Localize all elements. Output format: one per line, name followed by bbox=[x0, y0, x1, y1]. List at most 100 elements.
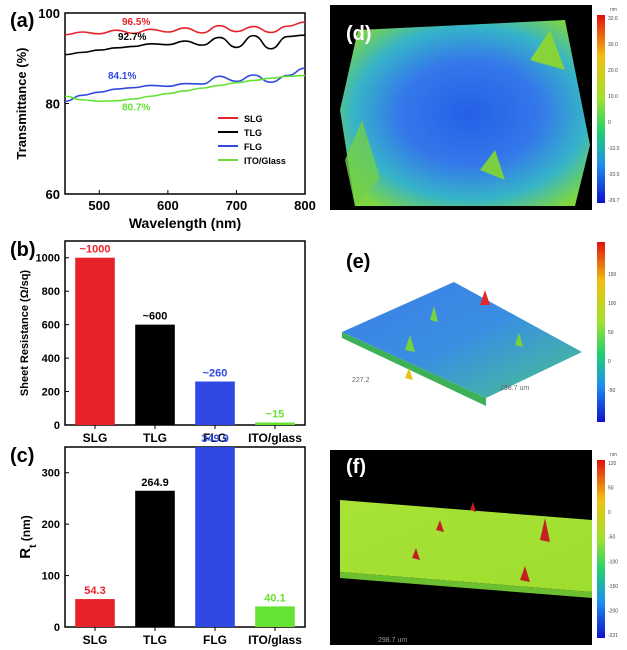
bar-itoglass bbox=[255, 606, 295, 627]
x-tick-label: TLG bbox=[143, 431, 167, 445]
bar-slg bbox=[75, 257, 115, 425]
afm-f-axis-label: 298.7 um bbox=[378, 637, 407, 644]
x-tick-label: TLG bbox=[143, 633, 167, 647]
panel-letter-e: (e) bbox=[346, 251, 370, 273]
afm-f-peak bbox=[436, 520, 444, 532]
colorbar-tick-label: 50 bbox=[608, 486, 614, 492]
series-line-flg bbox=[64, 67, 306, 103]
bar-flg bbox=[195, 447, 235, 627]
legend-label: SLG bbox=[244, 114, 263, 124]
bar-value-label: ~1000 bbox=[80, 244, 111, 256]
panel-letter-d: (d) bbox=[346, 23, 372, 45]
transmittance-line-chart: (a) 500 600 700 800 60 80 100 Wavelength (nm) Tra… bbox=[10, 6, 316, 231]
panel-letter-f: (f) bbox=[346, 456, 366, 478]
bar-value-label: 40.1 bbox=[264, 592, 285, 604]
colorbar-tick-label: 20.0 bbox=[608, 68, 618, 74]
colorbar-tick-label: -100 bbox=[608, 559, 618, 565]
afm-d-peak bbox=[480, 150, 505, 180]
bar-tlg bbox=[135, 324, 175, 425]
roughness-bar-chart: (c) 0 100 200 300 54.3 SLG 264.9 TLG 349.9 FLG 40.1… bbox=[10, 433, 306, 647]
bar-tlg bbox=[135, 490, 175, 627]
y-tick-label: 60 bbox=[46, 187, 60, 202]
afm-f-peak bbox=[540, 518, 550, 542]
bar-value-label: ~15 bbox=[266, 408, 285, 420]
colorbar-tick-label: 120 bbox=[608, 461, 617, 467]
bar-flg bbox=[195, 381, 235, 425]
bar-value-label: 264.9 bbox=[141, 477, 169, 489]
colorbar-tick-label: 100 bbox=[608, 301, 617, 307]
series-value-label: 96.5% bbox=[122, 17, 150, 28]
y-tick-label: 600 bbox=[42, 320, 60, 332]
x-tick-label: SLG bbox=[83, 633, 108, 647]
x-tick-label: FLG bbox=[203, 633, 227, 647]
colorbar-tick-label: 0 bbox=[608, 120, 611, 126]
y-tick-label: 100 bbox=[38, 6, 60, 21]
bar-value-label: 349.9 bbox=[201, 433, 229, 445]
afm-e-peak bbox=[405, 335, 415, 352]
y-tick-label: 300 bbox=[42, 468, 60, 480]
panel-letter: (c) bbox=[10, 445, 34, 467]
legend-label: FLG bbox=[244, 142, 262, 152]
afm-e-peak bbox=[480, 290, 490, 305]
bar-itoglass bbox=[255, 422, 295, 425]
colorbar-tick-label: 0 bbox=[608, 359, 611, 365]
series-line-slg bbox=[64, 21, 306, 36]
series-value-label: 80.7% bbox=[122, 102, 150, 113]
series-value-label: 84.1% bbox=[108, 71, 136, 82]
afm-f-surface bbox=[340, 500, 592, 592]
afm-f-side bbox=[340, 572, 592, 598]
colorbar-tick-label: 50 bbox=[608, 330, 614, 336]
x-axis-label: Wavelength (nm) bbox=[129, 215, 241, 231]
colorbar-d-unit: nm bbox=[610, 7, 617, 13]
afm-e-axis-label: 227.2 bbox=[352, 377, 370, 384]
sheet-resistance-bar-chart: (b) 0 200 400 600 800 1000 ~1000 SLG ~600 TLG ~260 F… bbox=[10, 239, 306, 445]
x-tick-label: SLG bbox=[83, 431, 108, 445]
bar-value-label: ~260 bbox=[203, 368, 228, 380]
plot-frame bbox=[64, 446, 306, 628]
x-tick-label: 800 bbox=[294, 198, 316, 213]
y-tick-label: 400 bbox=[42, 353, 60, 365]
x-tick-label: 500 bbox=[88, 198, 110, 213]
afm-f-peak bbox=[520, 566, 530, 582]
y-axis-label: Sheet Resistance (Ω/sq) bbox=[19, 270, 31, 397]
colorbar-tick-label: 32.6 bbox=[608, 16, 618, 22]
y-tick-label: 200 bbox=[42, 519, 60, 531]
colorbar-tick-label: 0 bbox=[608, 510, 611, 516]
colorbar-tick-label: -20.0 bbox=[608, 172, 620, 178]
y-tick-label: 1000 bbox=[36, 253, 60, 265]
bar-value-label: ~600 bbox=[143, 311, 168, 323]
colorbar-tick-label: -200 bbox=[608, 608, 618, 614]
panel-letter: (b) bbox=[10, 239, 36, 261]
y-tick-label: 800 bbox=[42, 286, 60, 298]
colorbar-tick-label: -150 bbox=[608, 584, 618, 590]
x-tick-label: ITO/glass bbox=[248, 431, 302, 445]
y-tick-label: 0 bbox=[54, 622, 60, 634]
x-tick-label: ITO/glass bbox=[248, 633, 302, 647]
afm-e-side bbox=[342, 332, 486, 406]
afm-panel-d: (d) nm 32.6 30.0 20.0 10.0 0 -10.0 -20.0 -26.7 bbox=[330, 5, 627, 210]
y-tick-label: 80 bbox=[46, 97, 60, 112]
colorbar-tick-label: 150 bbox=[608, 272, 617, 278]
colorbar-tick-label: -50 bbox=[608, 535, 615, 541]
bar-value-label: 54.3 bbox=[84, 585, 105, 597]
afm-e-peak bbox=[430, 306, 438, 322]
y-tick-label: 100 bbox=[42, 571, 60, 583]
colorbar-e bbox=[597, 242, 605, 422]
series-line-itoglass bbox=[64, 74, 306, 103]
y-tick-label: 0 bbox=[54, 420, 60, 432]
afm-d-peak bbox=[530, 30, 565, 70]
colorbar-tick-label: -10.0 bbox=[608, 146, 620, 152]
afm-e-surface bbox=[342, 282, 582, 398]
afm-e-axis-label: 298.7 um bbox=[500, 385, 529, 392]
plot-frame bbox=[64, 240, 306, 426]
x-tick-label: 600 bbox=[157, 198, 179, 213]
y-axis-label: Rt (nm) bbox=[17, 515, 39, 559]
colorbar-f-unit: nm bbox=[610, 452, 617, 458]
colorbar-f bbox=[597, 460, 605, 638]
colorbar-tick-label: -50 bbox=[608, 388, 615, 394]
colorbar-tick-label: 10.0 bbox=[608, 94, 618, 100]
legend-label: ITO/Glass bbox=[244, 156, 286, 166]
afm-panel-e: 227.2 298.7 um (e) 150 100 50 0 -50 bbox=[330, 230, 617, 435]
plot-frame bbox=[64, 12, 306, 195]
y-axis-label: Transmittance (%) bbox=[14, 48, 29, 160]
